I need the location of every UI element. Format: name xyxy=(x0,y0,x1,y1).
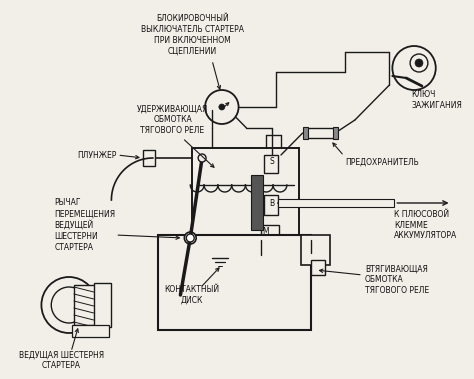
Text: ВТЯГИВАЮЩАЯ
ОБМОТКА
ТЯГОВОГО РЕЛЕ: ВТЯГИВАЮЩАЯ ОБМОТКА ТЯГОВОГО РЕЛЕ xyxy=(365,265,429,295)
Bar xyxy=(74,285,103,325)
Circle shape xyxy=(186,234,194,242)
Bar xyxy=(264,195,278,215)
Circle shape xyxy=(219,104,225,110)
Text: ПРЕДОХРАНИТЕЛЬ: ПРЕДОХРАНИТЕЛЬ xyxy=(345,158,419,166)
Bar xyxy=(301,235,330,265)
Text: РЫЧАГ
ПЕРЕМЕЩЕНИЯ
ВЕДУЩЕЙ
ШЕСТЕРНИ
СТАРТЕРА: РЫЧАГ ПЕРЕМЕЩЕНИЯ ВЕДУЩЕЙ ШЕСТЕРНИ СТАРТ… xyxy=(54,199,115,252)
Bar xyxy=(261,225,279,241)
Text: S: S xyxy=(270,157,274,166)
Bar xyxy=(251,175,263,230)
Text: ПЛУНЖЕР: ПЛУНЖЕР xyxy=(77,150,116,160)
Circle shape xyxy=(205,90,238,124)
Bar xyxy=(333,127,338,139)
Bar xyxy=(303,127,308,139)
Circle shape xyxy=(198,154,206,162)
Bar xyxy=(158,235,310,330)
Text: ВЕДУЩАЯ ШЕСТЕРНЯ
СТАРТЕРА: ВЕДУЩАЯ ШЕСТЕРНЯ СТАРТЕРА xyxy=(18,350,104,370)
Text: БЛОКИРОВОЧНЫЙ
ВЫКЛЮЧАТЕЛЬ СТАРТЕРА
ПРИ ВКЛЮЧЕННОМ
СЦЕПЛЕНИИ: БЛОКИРОВОЧНЫЙ ВЫКЛЮЧАТЕЛЬ СТАРТЕРА ПРИ В… xyxy=(141,14,244,56)
Bar xyxy=(264,155,278,173)
Circle shape xyxy=(392,46,436,90)
Bar xyxy=(310,260,325,275)
Bar xyxy=(94,283,111,327)
Text: M: M xyxy=(262,227,268,235)
Bar xyxy=(192,148,299,241)
Text: КОНТАКТНЫЙ
ДИСК: КОНТАКТНЫЙ ДИСК xyxy=(164,285,220,305)
Bar xyxy=(278,199,394,207)
Bar xyxy=(72,325,109,337)
Text: К ПЛЮСОВОЙ
КЛЕММЕ
АККУМУЛЯТОРА: К ПЛЮСОВОЙ КЛЕММЕ АККУМУЛЯТОРА xyxy=(394,210,457,240)
Bar xyxy=(306,128,335,138)
Text: КЛЮЧ
ЗАЖИГАНИЯ: КЛЮЧ ЗАЖИГАНИЯ xyxy=(411,90,462,110)
Circle shape xyxy=(410,54,428,72)
Bar xyxy=(143,150,155,166)
Circle shape xyxy=(41,277,97,333)
Text: УДЕРЖИВАЮЩАЯ
ОБМОТКА
ТЯГОВОГО РЕЛЕ: УДЕРЖИВАЮЩАЯ ОБМОТКА ТЯГОВОГО РЕЛЕ xyxy=(137,105,208,135)
Text: B: B xyxy=(270,199,274,207)
Circle shape xyxy=(415,59,423,67)
Circle shape xyxy=(184,232,196,244)
Circle shape xyxy=(51,287,87,323)
